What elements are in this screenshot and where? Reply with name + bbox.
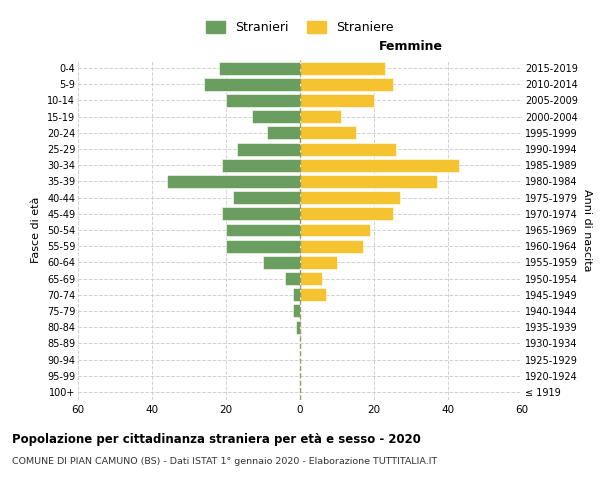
Bar: [300, 78, 392, 91]
Text: Popolazione per cittadinanza straniera per età e sesso - 2020: Popolazione per cittadinanza straniera p…: [12, 432, 421, 446]
Bar: [296, 320, 300, 334]
Bar: [300, 288, 326, 301]
Bar: [266, 126, 300, 140]
Bar: [293, 304, 300, 318]
Bar: [300, 175, 437, 188]
Y-axis label: Fasce di età: Fasce di età: [31, 197, 41, 263]
Bar: [223, 159, 300, 172]
Bar: [300, 191, 400, 204]
Bar: [218, 62, 300, 74]
Text: Femmine: Femmine: [379, 40, 443, 53]
Bar: [300, 208, 392, 220]
Bar: [300, 159, 459, 172]
Bar: [204, 78, 300, 91]
Bar: [300, 256, 337, 269]
Bar: [263, 256, 300, 269]
Legend: Stranieri, Straniere: Stranieri, Straniere: [202, 16, 398, 40]
Bar: [293, 288, 300, 301]
Bar: [167, 175, 300, 188]
Text: COMUNE DI PIAN CAMUNO (BS) - Dati ISTAT 1° gennaio 2020 - Elaborazione TUTTITALI: COMUNE DI PIAN CAMUNO (BS) - Dati ISTAT …: [12, 458, 437, 466]
Bar: [233, 191, 300, 204]
Bar: [252, 110, 300, 123]
Bar: [300, 272, 322, 285]
Bar: [300, 126, 355, 140]
Bar: [226, 224, 300, 236]
Bar: [300, 240, 363, 252]
Bar: [300, 94, 374, 107]
Bar: [300, 110, 341, 123]
Bar: [226, 240, 300, 252]
Bar: [237, 142, 300, 156]
Bar: [300, 62, 385, 74]
Bar: [226, 94, 300, 107]
Bar: [300, 224, 370, 236]
Bar: [300, 142, 396, 156]
Bar: [285, 272, 300, 285]
Y-axis label: Anni di nascita: Anni di nascita: [581, 188, 592, 271]
Bar: [223, 208, 300, 220]
